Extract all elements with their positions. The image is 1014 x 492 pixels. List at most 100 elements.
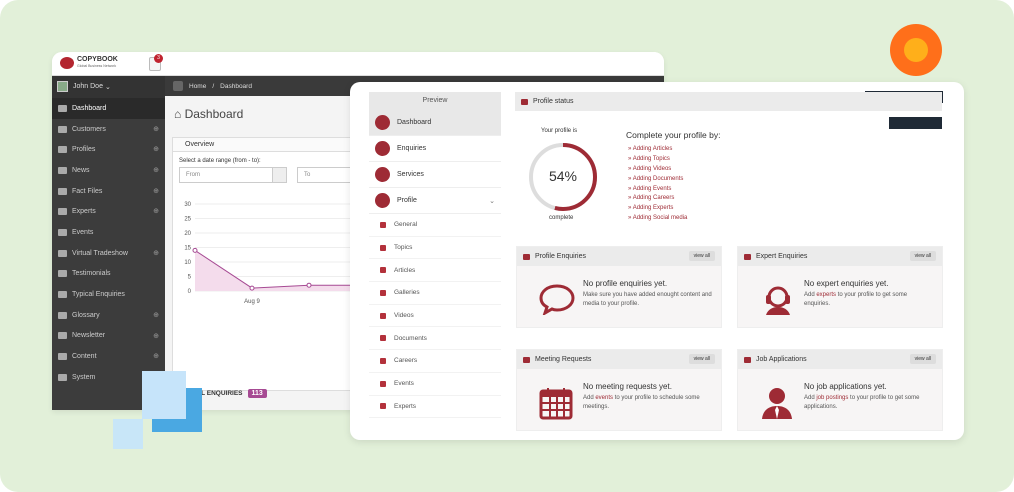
events-link[interactable]: events: [595, 395, 614, 401]
sidebar-item-fact-files[interactable]: Fact Files ⊕: [52, 181, 165, 202]
profile-nav: Preview Dashboard Enquiries Services Profil…: [369, 92, 501, 419]
sidebar-item-typical-enquiries[interactable]: Typical Enquiries: [52, 284, 165, 305]
view-all-button[interactable]: view all: [688, 354, 715, 364]
data-point[interactable]: [192, 247, 198, 253]
experts-link[interactable]: experts: [816, 292, 837, 298]
profile-icon: [375, 193, 390, 208]
job-postings-link[interactable]: job postings: [816, 395, 849, 401]
y-tick-label: 30: [184, 202, 191, 208]
subnav-item-galleries[interactable]: Galleries: [369, 282, 501, 305]
sidebar-item-glossary[interactable]: Glossary ⊕: [52, 305, 165, 326]
user-menu[interactable]: John Doe ⌄: [52, 76, 165, 98]
complete-profile-item[interactable]: » Adding Documents: [628, 175, 684, 182]
sidebar-item-label: Content: [72, 353, 97, 361]
sidebar: John Doe ⌄ Dashboard Customers ⊕ Profiles ⊕ Ne…: [52, 76, 165, 410]
calendar-icon[interactable]: [272, 168, 286, 182]
subnav-item-videos[interactable]: Videos: [369, 305, 501, 328]
complete-profile-link[interactable]: Adding Social media: [632, 215, 688, 222]
sidebar-item-label: Experts: [72, 208, 96, 216]
view-all-button[interactable]: view all: [688, 251, 715, 261]
chevron-down-icon[interactable]: ⌄: [489, 198, 495, 205]
system-icon: [58, 373, 67, 381]
nav-item-dashboard[interactable]: Dashboard: [369, 110, 501, 136]
panel-text: Make sure you have added enought content…: [583, 292, 712, 307]
complete-profile-link[interactable]: Adding Videos: [632, 165, 672, 172]
panel-title: Expert Enquiries: [756, 253, 808, 260]
data-point[interactable]: [306, 282, 312, 288]
view-all-button[interactable]: view all: [909, 251, 936, 261]
y-tick-label: 20: [184, 231, 191, 237]
subnav-item-general[interactable]: General: [369, 214, 501, 237]
complete-profile-item[interactable]: » Adding Careers: [628, 195, 675, 202]
subnav-item-label: Galleries: [394, 289, 420, 297]
nav-item-profile[interactable]: Profile ⌄: [369, 188, 501, 214]
complete-profile-link[interactable]: Adding Careers: [632, 195, 675, 202]
nav-item-label: Services: [397, 171, 424, 178]
x-tick-label: Aug 9: [244, 299, 260, 305]
complete-profile-link[interactable]: Adding Experts: [632, 205, 674, 212]
date-from-input[interactable]: From: [179, 167, 287, 183]
virtual-tradeshow-icon: [58, 249, 67, 257]
expand-icon[interactable]: ⊕: [153, 249, 159, 257]
glossary-icon: [58, 311, 67, 319]
logo[interactable]: COPYBOOK Global Business Network: [60, 56, 118, 70]
subnav-item-documents[interactable]: Documents: [369, 327, 501, 351]
expand-icon[interactable]: ⊕: [153, 187, 159, 195]
subnav-item-events[interactable]: Events: [369, 373, 501, 396]
preview-button[interactable]: Preview: [369, 92, 501, 110]
complete-profile-item[interactable]: » Adding Social media: [628, 215, 688, 222]
subnav-item-articles[interactable]: Articles: [369, 259, 501, 283]
sidebar-item-testimonials[interactable]: Testimonials: [52, 264, 165, 285]
complete-profile-item[interactable]: » Adding Videos: [628, 165, 672, 172]
expand-icon[interactable]: ⊕: [153, 167, 159, 175]
speech-bubble-icon: [539, 284, 575, 315]
expand-icon[interactable]: ⊕: [153, 353, 159, 361]
subnav-item-label: General: [394, 221, 418, 229]
nav-item-services[interactable]: Services: [369, 162, 501, 188]
nav-item-enquiries[interactable]: Enquiries: [369, 136, 501, 162]
complete-profile-item[interactable]: » Adding Topics: [628, 155, 670, 162]
complete-profile-item[interactable]: » Adding Events: [628, 185, 672, 192]
complete-profile-link[interactable]: Adding Topics: [632, 155, 670, 162]
complete-profile-link[interactable]: Adding Events: [632, 185, 672, 192]
profile-status-title: Profile status: [533, 98, 574, 105]
sidebar-item-label: System: [72, 373, 96, 381]
subnav-item-careers[interactable]: Careers: [369, 350, 501, 373]
sidebar-item-events[interactable]: Events: [52, 222, 165, 243]
sidebar-item-profiles[interactable]: Profiles ⊕: [52, 139, 165, 160]
expand-icon[interactable]: ⊕: [153, 146, 159, 154]
sidebar-item-news[interactable]: News ⊕: [52, 160, 165, 181]
subnav-item-topics[interactable]: Topics: [369, 237, 501, 260]
panel-text: Add events to your profile to schedule s…: [583, 394, 713, 412]
complete-profile-item[interactable]: » Adding Experts: [628, 205, 674, 212]
refresh-icon[interactable]: [173, 81, 183, 91]
expand-icon[interactable]: ⊕: [153, 332, 159, 340]
chevron-down-icon: ⌄: [104, 83, 111, 91]
expand-icon[interactable]: ⊕: [153, 208, 159, 216]
breadcrumb-home[interactable]: Home: [189, 82, 207, 90]
complete-label: complete: [549, 215, 574, 221]
sidebar-item-content[interactable]: Content ⊕: [52, 346, 165, 367]
subnav-item-experts[interactable]: Experts: [369, 396, 501, 419]
sidebar-item-experts[interactable]: Experts ⊕: [52, 201, 165, 222]
complete-profile-link[interactable]: Adding Documents: [632, 175, 684, 182]
expand-icon[interactable]: ⊕: [153, 125, 159, 133]
sidebar-item-virtual-tradeshow[interactable]: Virtual Tradeshow ⊕: [52, 243, 165, 264]
sidebar-item-customers[interactable]: Customers ⊕: [52, 119, 165, 140]
view-all-button[interactable]: view all: [909, 354, 936, 364]
sidebar-item-label: Newsletter: [72, 332, 106, 340]
sidebar-item-dashboard[interactable]: Dashboard: [52, 98, 165, 119]
panel-headline: No meeting requests yet.: [583, 382, 672, 391]
data-point[interactable]: [249, 285, 255, 291]
to-placeholder: To: [304, 172, 311, 178]
calendar-icon: [523, 356, 530, 363]
complete-profile-link[interactable]: Adding Articles: [632, 146, 673, 152]
sidebar-item-label: Virtual Tradeshow: [72, 249, 128, 257]
events-icon: [58, 228, 67, 236]
complete-profile-item[interactable]: » Adding Articles: [628, 146, 673, 152]
date-to-input[interactable]: To: [297, 167, 357, 183]
expand-icon[interactable]: ⊕: [153, 311, 159, 319]
breadcrumb-separator: /: [212, 82, 215, 90]
sidebar-item-newsletter[interactable]: Newsletter ⊕: [52, 326, 165, 347]
panel-headline: No profile enquiries yet.: [583, 279, 668, 288]
